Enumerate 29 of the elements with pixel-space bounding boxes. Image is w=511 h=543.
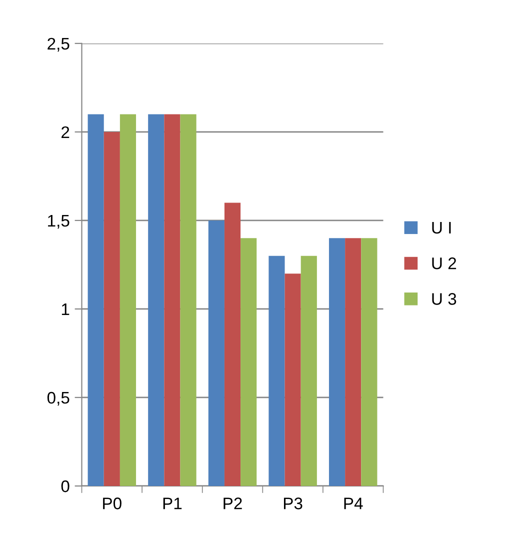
bar [240, 238, 257, 486]
y-tick-label: 0 [61, 480, 70, 492]
y-tick-label: 0,5 [47, 392, 70, 406]
legend-label: U 2 [432, 257, 456, 270]
bar [164, 114, 180, 486]
bar [345, 238, 362, 486]
bar [224, 202, 241, 486]
y-tick-label: 2,5 [48, 38, 70, 52]
bar [361, 238, 378, 486]
x-tick-label: P3 [284, 498, 302, 510]
y-tick-label: 1,5 [48, 215, 70, 229]
bar [208, 220, 224, 486]
legend-label: U 3 [432, 293, 456, 305]
bar [180, 114, 196, 486]
bar [300, 256, 317, 486]
x-tick-label: P2 [224, 498, 242, 510]
y-tick-label: 2 [62, 126, 70, 138]
bar [88, 114, 104, 486]
bar [120, 114, 136, 486]
y-tick-label: 1 [62, 304, 70, 316]
bar [284, 274, 301, 486]
x-tick-label: P1 [163, 498, 182, 510]
legend-label: U I [432, 222, 451, 234]
x-tick-label: P4 [344, 498, 363, 510]
bar [268, 256, 285, 486]
bar [104, 132, 120, 486]
bar [148, 114, 164, 486]
x-tick-label: P0 [103, 498, 122, 510]
bar [328, 238, 346, 486]
